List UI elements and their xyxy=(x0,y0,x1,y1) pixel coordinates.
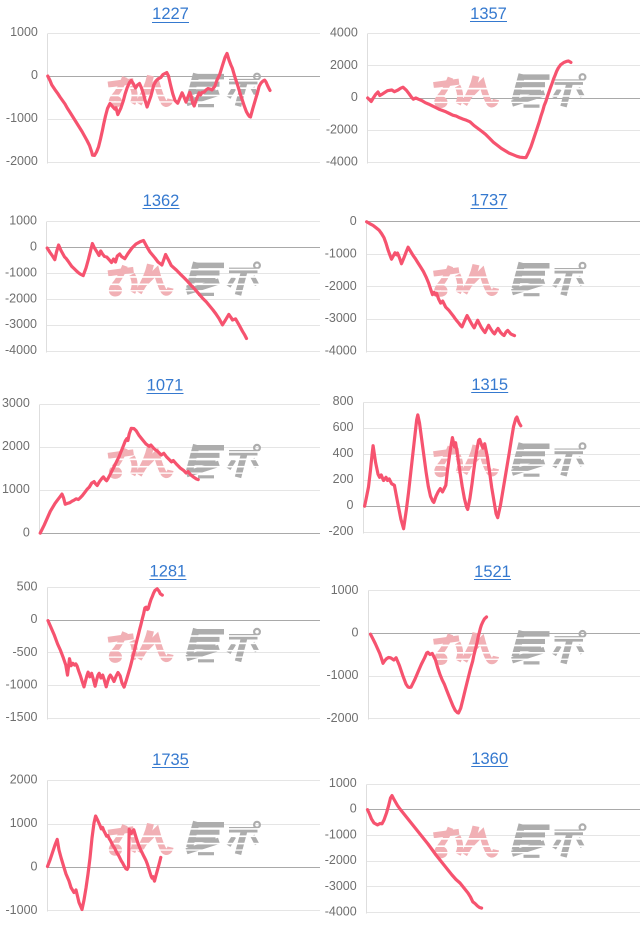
svg-text:0: 0 xyxy=(31,68,38,82)
svg-text:0: 0 xyxy=(31,860,38,874)
svg-text:800: 800 xyxy=(333,394,354,408)
svg-text:1000: 1000 xyxy=(10,816,38,830)
svg-text:1315: 1315 xyxy=(471,376,508,394)
svg-text:1357: 1357 xyxy=(470,5,507,23)
svg-text:1735: 1735 xyxy=(152,751,189,769)
svg-text:0: 0 xyxy=(347,498,354,512)
svg-text:2000: 2000 xyxy=(10,773,38,787)
svg-text:500: 500 xyxy=(17,580,38,594)
svg-text:0: 0 xyxy=(350,802,357,816)
svg-text:1000: 1000 xyxy=(10,25,38,39)
svg-text:1000: 1000 xyxy=(329,776,357,790)
svg-text:1000: 1000 xyxy=(331,583,359,597)
svg-text:-1000: -1000 xyxy=(6,677,38,691)
svg-text:2000: 2000 xyxy=(330,58,358,72)
svg-text:-3000: -3000 xyxy=(325,879,357,893)
svg-text:1360: 1360 xyxy=(471,750,508,768)
svg-text:-4000: -4000 xyxy=(326,154,358,168)
svg-text:0: 0 xyxy=(23,525,30,539)
svg-text:600: 600 xyxy=(333,420,354,434)
svg-text:-2000: -2000 xyxy=(325,853,357,867)
svg-text:3000: 3000 xyxy=(2,396,30,410)
svg-text:-2000: -2000 xyxy=(6,154,38,168)
svg-text:1281: 1281 xyxy=(150,562,187,580)
svg-text:1737: 1737 xyxy=(471,191,508,209)
svg-text:-1000: -1000 xyxy=(6,111,38,125)
svg-text:0: 0 xyxy=(350,214,357,228)
svg-text:1000: 1000 xyxy=(2,482,30,496)
svg-text:-1500: -1500 xyxy=(6,710,38,724)
svg-text:-2000: -2000 xyxy=(5,291,37,305)
svg-text:-1000: -1000 xyxy=(325,246,357,260)
svg-text:-2000: -2000 xyxy=(326,122,358,136)
svg-text:-2000: -2000 xyxy=(325,279,357,293)
svg-text:-200: -200 xyxy=(328,524,353,538)
svg-text:4000: 4000 xyxy=(330,26,358,40)
svg-text:400: 400 xyxy=(333,446,354,460)
svg-text:-500: -500 xyxy=(12,645,37,659)
svg-text:-1000: -1000 xyxy=(327,668,359,682)
svg-text:1071: 1071 xyxy=(147,377,184,395)
svg-text:-1000: -1000 xyxy=(5,265,37,279)
svg-text:2000: 2000 xyxy=(2,439,30,453)
svg-text:0: 0 xyxy=(351,90,358,104)
svg-text:-1000: -1000 xyxy=(6,903,38,917)
svg-text:200: 200 xyxy=(333,472,354,486)
svg-text:1000: 1000 xyxy=(9,214,37,228)
svg-text:-2000: -2000 xyxy=(327,711,359,725)
svg-text:-4000: -4000 xyxy=(5,343,37,357)
svg-text:-1000: -1000 xyxy=(325,827,357,841)
svg-text:1227: 1227 xyxy=(152,5,189,23)
svg-text:-4000: -4000 xyxy=(325,905,357,919)
svg-text:-3000: -3000 xyxy=(325,311,357,325)
svg-text:-4000: -4000 xyxy=(325,344,357,358)
svg-text:1362: 1362 xyxy=(143,192,180,210)
svg-text:0: 0 xyxy=(352,626,359,640)
svg-text:1521: 1521 xyxy=(474,563,511,581)
svg-text:-3000: -3000 xyxy=(5,317,37,331)
svg-text:0: 0 xyxy=(31,612,38,626)
svg-text:0: 0 xyxy=(30,240,37,254)
